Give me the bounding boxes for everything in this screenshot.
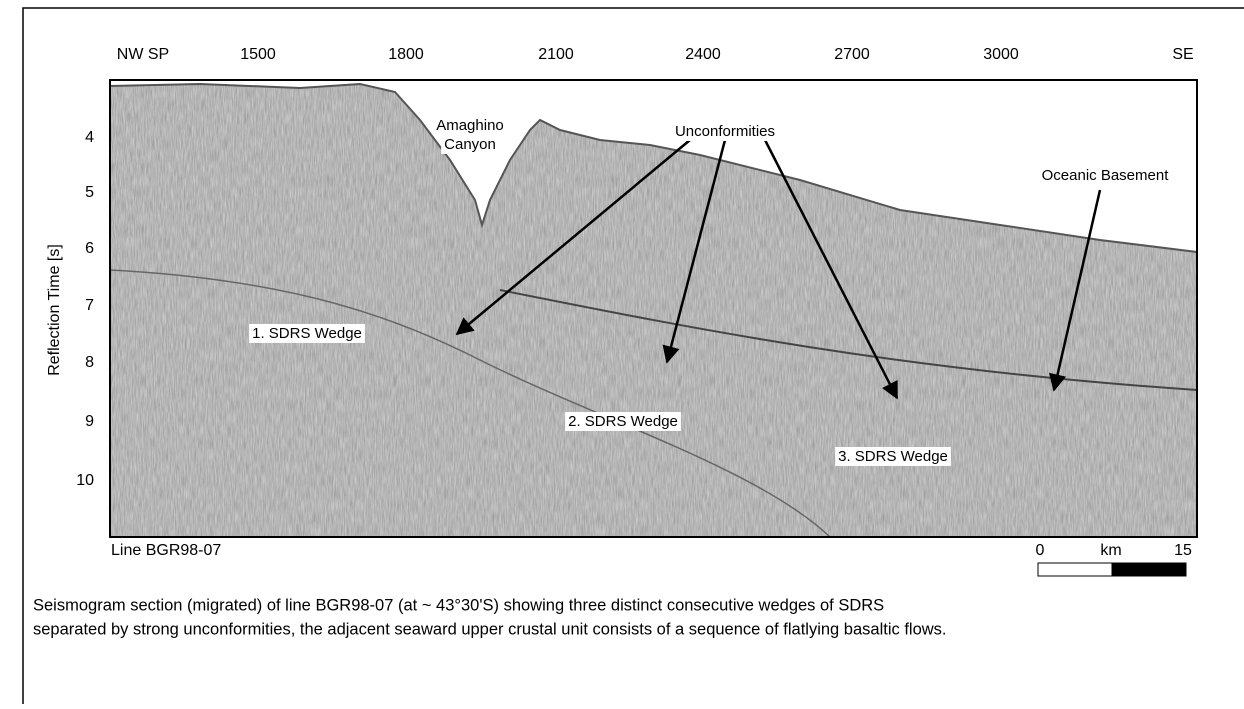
scale-label: 15: [1174, 542, 1192, 559]
scale-bar-black: [1112, 563, 1186, 576]
top-label: 3000: [983, 46, 1019, 63]
top-label: NW SP: [117, 46, 169, 63]
seismic-section: [110, 80, 1197, 537]
top-label: 1800: [388, 46, 424, 63]
annotation: Oceanic Basement: [1042, 167, 1170, 184]
annotation: 2. SDRS Wedge: [568, 413, 678, 430]
y-axis-title: Reflection Time [s]: [46, 244, 63, 376]
top-label: 2100: [538, 46, 574, 63]
left-label: 6: [85, 240, 94, 257]
annotation: Canyon: [444, 136, 496, 153]
caption: separated by strong unconformities, the …: [33, 620, 947, 638]
left-label: 4: [85, 129, 94, 146]
scale-label: km: [1100, 542, 1121, 559]
left-label: 9: [85, 413, 94, 430]
annotation: Unconformities: [675, 123, 775, 140]
scale-bar-white: [1038, 563, 1112, 576]
figure: NW SP 1500 1800 2100 2400 2700 3000 SE 4 5 6 7 8 9 10 R…: [0, 0, 1244, 704]
annotation: Amaghino: [436, 117, 504, 134]
top-label: SE: [1172, 46, 1193, 63]
top-label: 2700: [834, 46, 870, 63]
top-label: 1500: [240, 46, 276, 63]
line-name: Line BGR98-07: [111, 542, 221, 559]
left-label: 10: [76, 472, 94, 489]
annotation: 3. SDRS Wedge: [838, 448, 948, 465]
top-label: 2400: [685, 46, 721, 63]
caption: Seismogram section (migrated) of line BG…: [33, 596, 884, 614]
left-label: 5: [85, 184, 94, 201]
annotation: 1. SDRS Wedge: [252, 325, 362, 342]
left-label: 8: [85, 354, 94, 371]
scale-label: 0: [1036, 542, 1045, 559]
left-label: 7: [85, 297, 94, 314]
